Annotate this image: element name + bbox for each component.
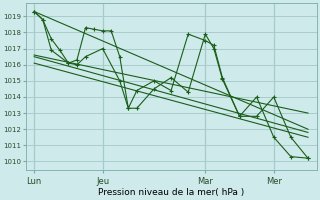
X-axis label: Pression niveau de la mer( hPa ): Pression niveau de la mer( hPa ) — [98, 188, 244, 197]
